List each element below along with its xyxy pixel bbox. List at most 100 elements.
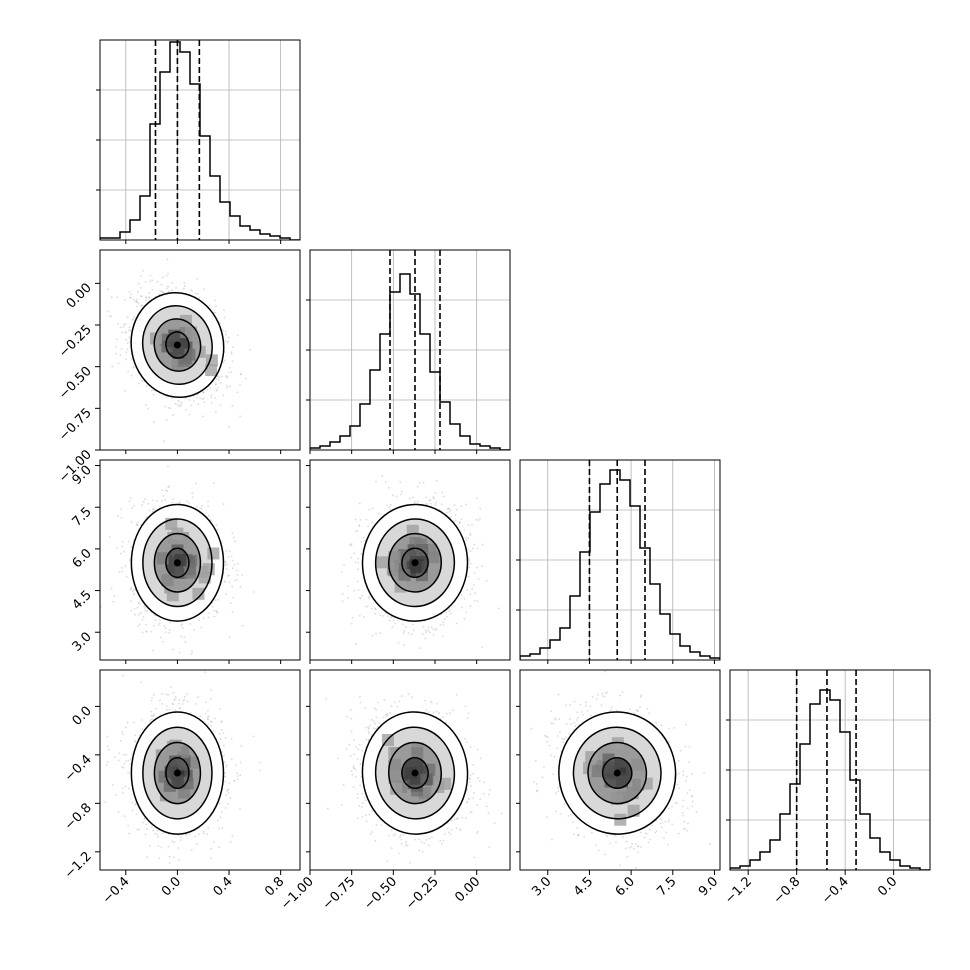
scatter-point [178,702,180,705]
scatter-point [139,612,142,614]
scatter-point [172,414,174,416]
scatter-point [115,345,118,348]
scatter-point [160,290,163,293]
scatter-point [117,362,120,365]
scatter-point [473,543,476,546]
scatter-point [234,540,236,543]
scatter-point [231,611,234,614]
scatter-point [123,299,126,302]
scatter-point [120,516,123,519]
density-cell [398,569,411,582]
scatter-point [214,410,217,413]
scatter-point [214,383,217,386]
scatter-point [220,375,223,378]
scatter-point [215,377,218,380]
scatter-point [143,605,146,608]
scatter-point [215,609,218,612]
scatter-point [411,496,414,499]
scatter-point [124,323,127,325]
scatter-point [182,627,184,630]
scatter-point [214,299,216,302]
scatter-point [213,311,216,314]
density-peak [411,559,419,567]
scatter-point [150,389,153,392]
scatter-point [413,629,415,632]
scatter-point [465,503,468,506]
scatter-point [467,537,470,539]
contour-2 [142,518,213,608]
density-cell [388,551,401,564]
scatter-point [350,622,353,625]
scatter-point [191,492,194,495]
scatter-point [169,686,172,689]
scatter-point [163,440,166,443]
scatter-point [133,607,136,610]
scatter-point [134,613,136,616]
scatter-point [439,623,442,626]
scatter-point [527,582,529,584]
scatter-point [141,379,143,382]
scatter-point [225,568,228,571]
scatter-point [123,763,126,765]
scatter-point [371,507,374,510]
scatter-point [164,405,167,408]
scatter-point [180,836,182,839]
scatter-point [188,501,191,504]
scatter-point [144,498,146,501]
scatter-point [229,385,231,388]
scatter-point [463,529,466,531]
scatter-point [364,606,367,608]
contour-1 [387,532,443,593]
scatter-point [244,377,247,380]
scatter-point [150,826,153,829]
scatter-point [471,587,474,590]
density-peak [173,341,181,349]
scatter-point [208,612,211,615]
scatter-point [225,766,228,768]
scatter-point [233,564,236,566]
scatter-point [100,605,102,608]
scatter-point [227,555,230,558]
scatter-panel-1-3 [100,465,255,655]
scatter-point [225,387,228,389]
scatter-point [107,310,110,313]
scatter-point [162,640,165,643]
scatter-point [477,578,480,581]
scatter-point [258,761,261,764]
scatter-point [180,623,183,626]
scatter-point [408,497,411,500]
density-cell [205,364,218,377]
scatter-point [128,336,131,339]
scatter-point [356,529,359,532]
scatter-point [223,309,225,312]
scatter-point [198,619,200,622]
scatter-point [130,296,132,299]
scatter-point [445,615,448,618]
scatter-point [236,334,239,337]
contour-2 [374,518,456,608]
scatter-point [378,512,381,515]
scatter-point [206,389,209,392]
scatter-point [219,707,222,710]
hist-panel-3 [516,460,720,660]
scatter-point [183,285,186,288]
scatter-point [401,623,404,626]
scatter-point [147,407,150,410]
scatter-point [353,589,355,592]
scatter-point [412,623,414,626]
scatter-point [497,607,500,610]
scatter-point [178,501,181,504]
scatter-point [167,486,170,489]
scatter-point [233,536,236,539]
scatter-point [147,502,150,505]
density-cell [198,571,211,584]
scatter-point [395,495,398,498]
scatter-point [120,347,123,350]
scatter-point [141,504,144,506]
scatter-point [371,634,374,637]
contour-1 [153,318,202,372]
scatter-point [353,552,356,555]
scatter-point [357,557,360,560]
scatter-point [359,597,362,600]
scatter-point [460,518,463,521]
